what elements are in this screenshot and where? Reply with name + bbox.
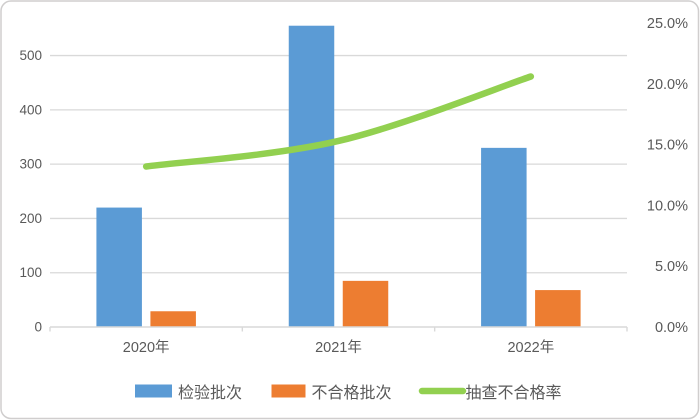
legend: 检验批次 不合格批次 抽查不合格率 <box>135 384 562 402</box>
bar-unqualified-batches-2021年 <box>342 280 389 327</box>
legend-swatch-unqualified-batches <box>271 384 306 398</box>
right-axis-tick-label: 10.0% <box>647 198 688 214</box>
right-axis-tick-label: 20.0% <box>647 77 688 93</box>
bar-inspected-batches-2020年 <box>96 207 142 327</box>
x-axis-category-label: 2021年 <box>315 339 362 356</box>
left-axis-tick-label: 400 <box>19 102 42 117</box>
legend-swatch-inspected-batches <box>135 384 172 398</box>
left-axis-tick-label: 300 <box>19 157 42 172</box>
left-axis-tick-label: 200 <box>19 211 42 226</box>
x-axis-category-label: 2020年 <box>123 339 170 356</box>
right-axis-tick-label: 0.0% <box>655 320 688 336</box>
right-axis-tick-label: 25.0% <box>647 16 688 32</box>
legend-label-inspected-batches: 检验批次 <box>178 384 242 402</box>
bar-series-group <box>96 25 581 327</box>
legend-label-failure-rate: 抽查不合格率 <box>466 384 562 402</box>
axes-group: 0 100 200 300 400 500 0.0% 5.0% 10.0% 15.0% 20.0% 2… <box>19 16 688 356</box>
line-series-group <box>142 73 535 170</box>
x-axis-category-label: 2022年 <box>507 339 554 356</box>
left-axis-tick-label: 0 <box>34 320 42 335</box>
bar-inspected-batches-2021年 <box>288 25 335 327</box>
bar-inspected-batches-2022年 <box>481 147 527 327</box>
right-axis-tick-label: 5.0% <box>655 259 688 275</box>
legend-label-unqualified-batches: 不合格批次 <box>312 384 392 402</box>
left-axis-tick-label: 100 <box>19 265 42 280</box>
bar-unqualified-batches-2022年 <box>535 290 581 327</box>
right-axis-tick-label: 15.0% <box>647 138 688 154</box>
line-spot-check-failure-rate <box>142 73 535 170</box>
left-axis-tick-label: 500 <box>19 48 42 63</box>
bar-unqualified-batches-2020年 <box>150 311 196 327</box>
